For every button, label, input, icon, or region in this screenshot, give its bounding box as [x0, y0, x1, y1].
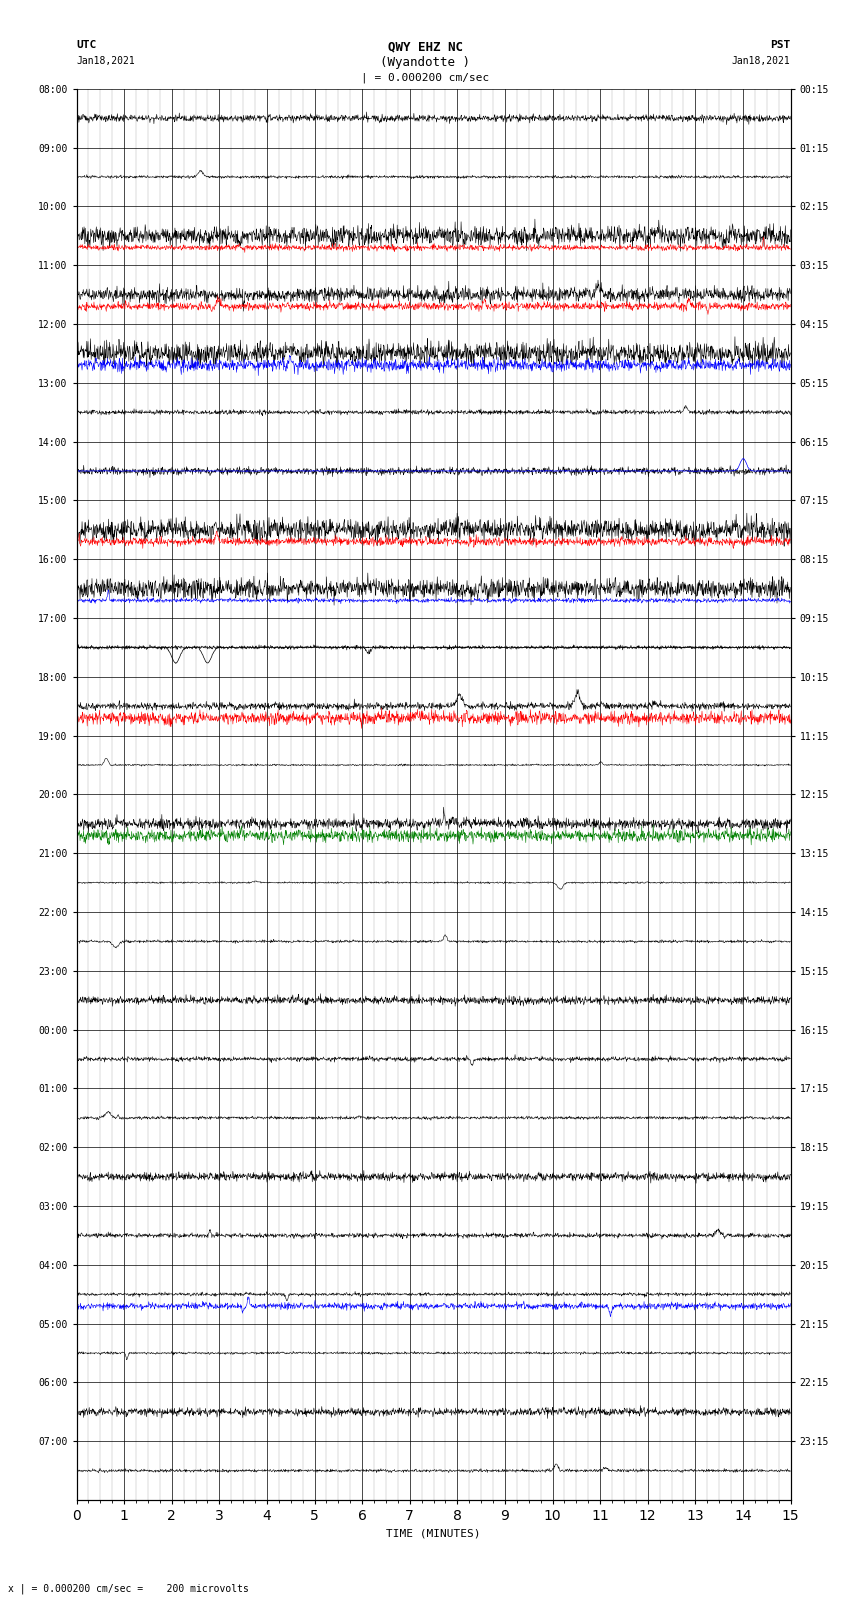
Text: | = 0.000200 cm/sec: | = 0.000200 cm/sec	[361, 73, 489, 84]
Text: Jan18,2021: Jan18,2021	[732, 56, 791, 66]
Text: x | = 0.000200 cm/sec =    200 microvolts: x | = 0.000200 cm/sec = 200 microvolts	[8, 1582, 249, 1594]
Text: Jan18,2021: Jan18,2021	[76, 56, 135, 66]
Text: QWY EHZ NC: QWY EHZ NC	[388, 40, 462, 53]
Text: UTC: UTC	[76, 40, 97, 50]
X-axis label: TIME (MINUTES): TIME (MINUTES)	[386, 1529, 481, 1539]
Text: PST: PST	[770, 40, 790, 50]
Text: (Wyandotte ): (Wyandotte )	[380, 56, 470, 69]
